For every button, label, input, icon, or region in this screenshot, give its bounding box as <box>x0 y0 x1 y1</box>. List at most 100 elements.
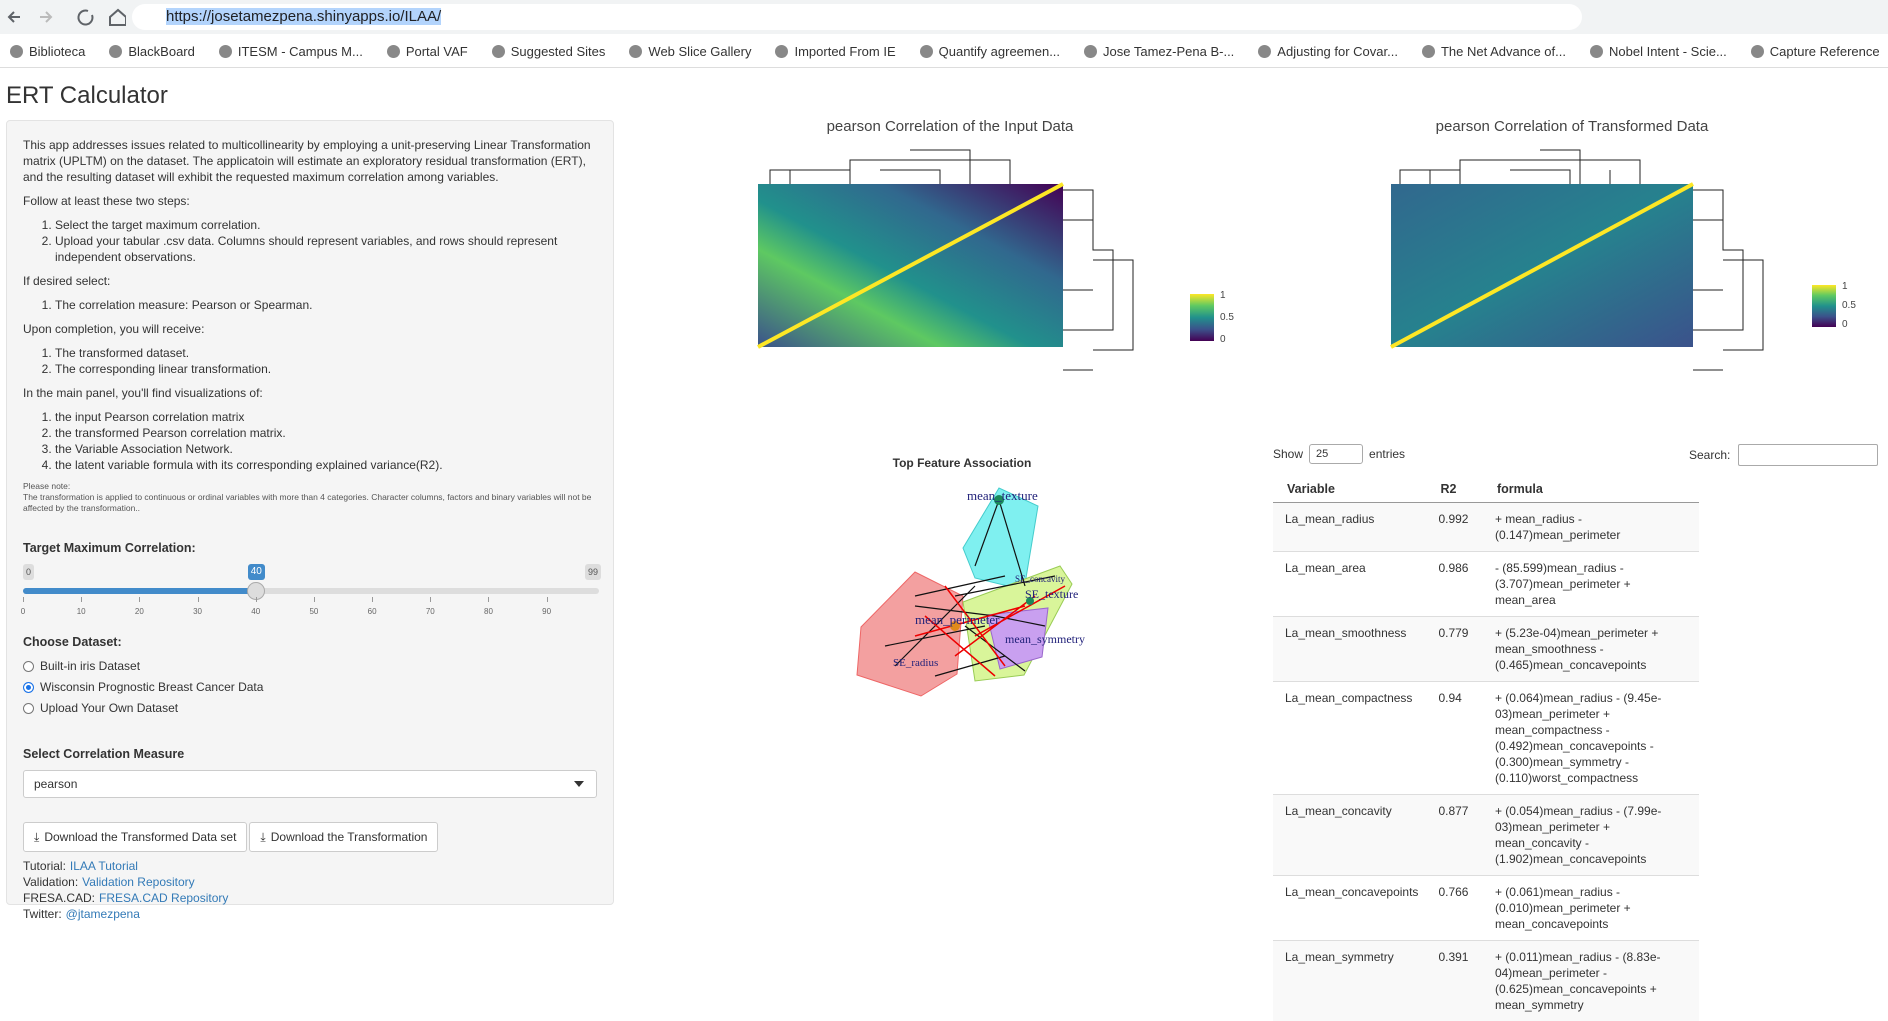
bookmark[interactable]: Imported From IE <box>775 44 895 59</box>
table-cell: 0.986 <box>1426 552 1483 617</box>
length-control: Show 25 entries <box>1273 444 1405 464</box>
measure-select[interactable]: pearson <box>23 770 597 798</box>
slider-tick-label: 10 <box>73 604 89 620</box>
slider-tick-label: 50 <box>306 604 322 620</box>
radio-option[interactable]: Built-in iris Dataset <box>23 658 597 674</box>
radio-option[interactable]: Wisconsin Prognostic Breast Cancer Data <box>23 679 597 695</box>
entries-label: entries <box>1369 447 1405 461</box>
bookmark[interactable]: ITESM - Campus M... <box>219 44 363 59</box>
list: The transformed dataset.The correspondin… <box>23 345 597 377</box>
column-header[interactable]: Variable <box>1273 476 1426 503</box>
list-item: Upload your tabular .csv data. Columns s… <box>55 233 597 265</box>
radio-button <box>23 703 34 714</box>
table-cell: La_mean_concavity <box>1273 795 1426 876</box>
table-cell: + mean_radius - (0.147)mean_perimeter <box>1483 503 1699 552</box>
address-bar[interactable]: https://josetamezpena.shinyapps.io/ILAA/ <box>132 4 1582 30</box>
download-icon: ⤓ <box>34 830 39 844</box>
intro: This app addresses issues related to mul… <box>23 137 597 185</box>
link[interactable]: @jtamezpena <box>66 907 140 921</box>
bookmark[interactable]: Nobel Intent - Scie... <box>1590 44 1727 59</box>
slider-tick <box>139 597 140 602</box>
page-size-select[interactable]: 25 <box>1309 444 1363 464</box>
node-label: SE_concavity <box>1015 574 1065 584</box>
heading: Upon completion, you will receive: <box>23 321 597 337</box>
link-prefix: Validation: <box>23 875 78 889</box>
search-input[interactable] <box>1738 444 1878 466</box>
caret <box>574 781 584 787</box>
slider-fill <box>23 588 256 594</box>
table-cell: + (0.064)mean_radius - (9.45e-03)mean_pe… <box>1483 682 1699 795</box>
bookmarks-bar: Biblioteca BlackBoard ITESM - Campus M... P… <box>0 36 1888 68</box>
colorbar <box>1190 294 1214 341</box>
radio-option[interactable]: Upload Your Own Dataset <box>23 700 597 716</box>
network-title: Top Feature Association <box>862 456 1062 470</box>
link-row: Twitter:@jtamezpena <box>23 906 597 922</box>
column-header[interactable]: formula <box>1483 476 1699 503</box>
heading: In the main panel, you'll find visualiza… <box>23 385 597 401</box>
list: The correlation measure: Pearson or Spea… <box>23 297 597 313</box>
bookmark-icon <box>109 45 122 58</box>
link-row: Validation: Validation Repository <box>23 874 597 890</box>
node-label: mean_perimeter <box>915 612 1000 627</box>
slider-tick <box>314 597 315 602</box>
bookmark-label: Suggested Sites <box>511 44 606 59</box>
slider-value: 40 <box>248 564 265 580</box>
link[interactable]: FRESA.CAD Repository <box>99 891 228 905</box>
select-value: pearson <box>34 777 77 791</box>
bookmark[interactable]: Web Slice Gallery <box>629 44 751 59</box>
table-cell: La_mean_radius <box>1273 503 1426 552</box>
bookmark[interactable]: Capture Reference <box>1751 44 1880 59</box>
bookmark-icon <box>1751 45 1764 58</box>
bookmark-label: Capture Reference <box>1770 44 1880 59</box>
heading: If desired select: <box>23 273 597 289</box>
table-cell: La_mean_symmetry <box>1273 941 1426 1021</box>
slider-max: 99 <box>585 564 601 580</box>
bookmark[interactable]: Suggested Sites <box>492 44 606 59</box>
slider-tick <box>547 597 548 602</box>
bookmark-label: Web Slice Gallery <box>648 44 751 59</box>
bookmark[interactable]: The Net Advance of... <box>1422 44 1566 59</box>
download-button[interactable]: ⤓ Download the Transformation <box>249 822 438 852</box>
heatmap <box>680 140 1140 420</box>
sidebar: This app addresses issues related to mul… <box>6 120 614 905</box>
table-cell: + (0.054)mean_radius - (7.99e-03)mean_pe… <box>1483 795 1699 876</box>
bookmark[interactable]: Biblioteca <box>10 44 85 59</box>
bookmark-icon <box>1084 45 1097 58</box>
bookmark[interactable]: Adjusting for Covar... <box>1258 44 1398 59</box>
bookmark[interactable]: Portal VAF <box>387 44 468 59</box>
bookmark-label: Imported From IE <box>794 44 895 59</box>
link-prefix: FRESA.CAD: <box>23 891 95 905</box>
bookmark[interactable]: BlackBoard <box>109 44 194 59</box>
radio-label: Built-in iris Dataset <box>40 658 140 674</box>
bookmark-icon <box>920 45 933 58</box>
bookmark-label: Nobel Intent - Scie... <box>1609 44 1727 59</box>
table-cell: 0.992 <box>1426 503 1483 552</box>
bookmark[interactable]: Jose Tamez-Pena B-... <box>1084 44 1234 59</box>
table-cell: 0.94 <box>1426 682 1483 795</box>
table-cell: La_mean_area <box>1273 552 1426 617</box>
app-title: ERT Calculator <box>6 82 168 110</box>
slider-tick <box>81 597 82 602</box>
column-header[interactable]: R2 <box>1426 476 1483 503</box>
button-label: Download the Transformation <box>271 830 428 844</box>
radio-label: Upload Your Own Dataset <box>40 700 178 716</box>
bookmark-label: Portal VAF <box>406 44 468 59</box>
heatmap-title: pearson Correlation of Transformed Data <box>1322 118 1822 135</box>
link[interactable]: Validation Repository <box>82 875 195 889</box>
bookmark-icon <box>10 45 23 58</box>
bookmark-icon <box>387 45 400 58</box>
link-row: Tutorial:ILAA Tutorial <box>23 858 597 874</box>
slider-tick-label: 80 <box>480 604 496 620</box>
table-cell: 0.877 <box>1426 795 1483 876</box>
nav-buttons[interactable] <box>6 6 126 28</box>
bookmark[interactable]: Quantify agreemen... <box>920 44 1060 59</box>
download-button[interactable]: ⤓Download the Transformed Data set <box>23 822 247 852</box>
link[interactable]: ILAA Tutorial <box>70 859 138 873</box>
colorbar <box>1812 285 1836 327</box>
download-icon: ⤓ <box>260 830 265 844</box>
slider-tick <box>430 597 431 602</box>
